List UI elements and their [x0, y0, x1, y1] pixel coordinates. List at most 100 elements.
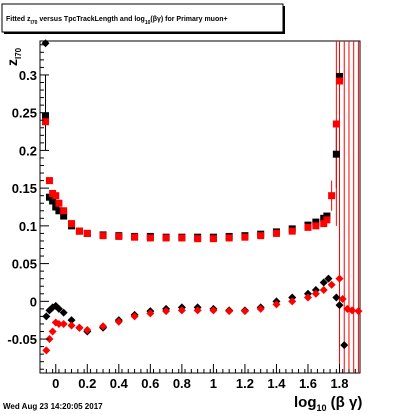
data-point-square [45, 177, 53, 185]
x-tick-label: 0.4 [110, 376, 129, 391]
data-point-diamond [340, 341, 349, 350]
data-point-square [323, 216, 331, 224]
y-tick-label: 0.05 [12, 257, 37, 272]
data-point-diamond [54, 319, 63, 328]
data-point-square [320, 220, 328, 228]
data-point-diamond [303, 293, 312, 302]
data-point-diamond [130, 312, 139, 321]
chart-title: Fitted zI70 versus TpcTrackLength and lo… [6, 16, 228, 26]
data-point-square [257, 232, 265, 240]
plot-frame [39, 40, 361, 374]
data-point-square [83, 229, 91, 237]
data-point-square [68, 220, 76, 228]
data-point-diamond [114, 317, 123, 326]
data-point-diamond [338, 295, 347, 304]
data-point-square [45, 193, 53, 201]
data-point-diamond [225, 307, 234, 316]
data-point-square [225, 234, 233, 242]
data-point-square [60, 212, 68, 220]
data-point-square [304, 223, 312, 231]
data-point-square [323, 212, 331, 220]
series-layer [41, 39, 363, 355]
data-point-square [332, 120, 340, 128]
data-point-square [312, 218, 320, 226]
title-box-frame [1, 3, 284, 33]
data-point-diamond [42, 346, 51, 355]
data-point-diamond [272, 300, 281, 309]
data-point-diamond [288, 297, 297, 306]
data-point-diamond [335, 274, 344, 283]
data-point-square [42, 118, 50, 126]
data-point-square [162, 234, 170, 242]
data-point-diamond [319, 286, 328, 294]
data-point-square [328, 192, 336, 200]
x-tick-label: 0.8 [173, 376, 191, 391]
data-point-square [288, 227, 296, 235]
y-axis-title: zI70 [4, 47, 23, 66]
data-point-square [60, 207, 68, 215]
data-point-square [115, 232, 123, 240]
data-point-square [336, 72, 344, 80]
x-tick-label: 0 [52, 376, 59, 391]
x-tick-label: 1.4 [267, 376, 286, 391]
data-point-diamond [42, 312, 51, 321]
data-point-diamond [83, 325, 92, 334]
data-point-square [75, 227, 83, 235]
data-point-diamond [256, 304, 265, 313]
data-point-diamond [193, 306, 202, 315]
data-point-square [194, 235, 202, 243]
data-point-square [146, 234, 154, 242]
data-point-square [241, 233, 249, 241]
y-tick-label: 0 [30, 294, 37, 309]
data-point-square [49, 197, 57, 205]
data-point-diamond [335, 301, 344, 310]
data-point-square [52, 203, 60, 211]
data-point-diamond [146, 309, 155, 318]
y-axis: -0.05 0 0.05 0.1 0.15 0.2 0.25 0.3 [7, 44, 49, 370]
data-point-square [178, 234, 186, 242]
y-tick-label: 0.2 [19, 143, 37, 158]
data-point-diamond [348, 306, 357, 315]
data-point-diamond [354, 307, 363, 316]
data-point-diamond [177, 306, 186, 315]
data-point-diamond [99, 322, 108, 331]
data-point-diamond [327, 280, 336, 289]
data-point-diamond [324, 274, 333, 283]
data-point-square [55, 207, 63, 215]
y-tick-label: 0.3 [19, 68, 37, 83]
y-tick-label: -0.05 [7, 332, 37, 347]
series-red-square [42, 77, 344, 243]
data-point-diamond [48, 327, 57, 336]
data-point-square [312, 222, 320, 230]
data-point-diamond [162, 307, 171, 316]
data-point-diamond [332, 293, 341, 302]
x-tick-label: 0.2 [78, 376, 96, 391]
x-tick-label: 1 [210, 376, 217, 391]
x-axis: 0 0.2 0.4 0.6 0.8 1 1.2 1.4 1.6 1.8 [39, 364, 356, 391]
data-point-diamond [209, 306, 218, 315]
data-point-diamond [59, 308, 68, 317]
data-point-diamond [240, 307, 249, 316]
x-axis-title: log10 (β γ) [294, 394, 362, 413]
data-point-square [272, 229, 280, 237]
data-point-square [332, 150, 340, 158]
data-point-diamond [45, 335, 54, 344]
data-point-square [42, 112, 50, 120]
data-point-square [99, 232, 107, 240]
data-point-square [336, 77, 344, 85]
x-tick-label: 1.8 [330, 376, 348, 391]
data-point-diamond [311, 289, 320, 298]
y-tick-label: 0.15 [12, 181, 37, 196]
data-point-diamond [54, 304, 63, 313]
data-point-square [55, 199, 63, 207]
y-tick-label: 0.25 [12, 106, 37, 121]
data-point-square [209, 235, 217, 243]
x-tick-label: 0.6 [141, 376, 159, 391]
data-point-square [131, 233, 139, 241]
data-point-diamond [67, 321, 76, 330]
y-tick-label: 0.1 [19, 219, 37, 234]
timestamp-footer: Wed Aug 23 14:20:05 2017 [3, 402, 103, 411]
data-point-diamond [75, 323, 84, 332]
